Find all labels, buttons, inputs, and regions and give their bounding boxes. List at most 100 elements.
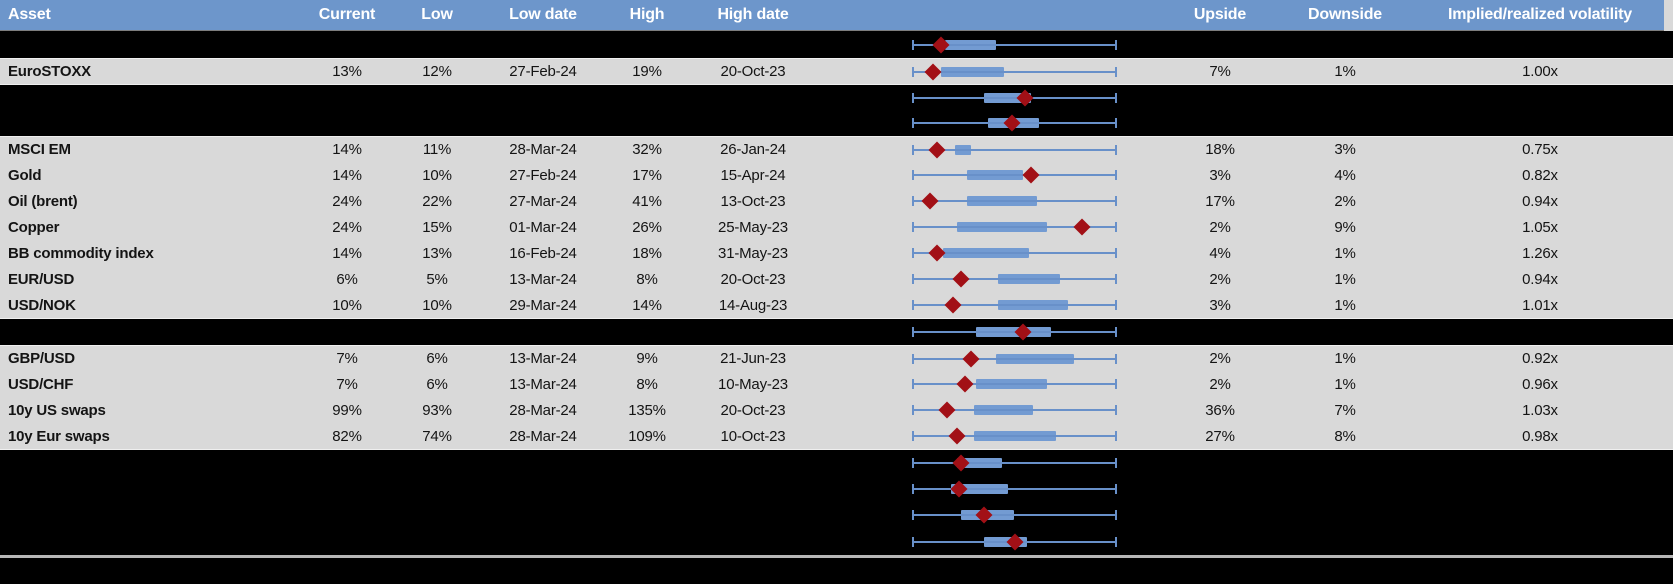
high-value: 18%: [632, 244, 662, 262]
low-value: 6%: [426, 350, 448, 367]
high-date-value: 10-May-23: [718, 375, 788, 393]
high-value: 17%: [632, 166, 662, 184]
whisker-cap-left: [912, 66, 914, 77]
low-date-value: 28-Mar-24: [509, 141, 577, 158]
current-value: 14%: [332, 166, 362, 184]
low-value: 11%: [422, 141, 452, 158]
table-row[interactable]: 10y US swaps 99% 93% 28-Mar-24 135% 20-Oct-23…: [0, 397, 1673, 423]
current-level-marker: [928, 141, 946, 158]
redacted-row[interactable]: [0, 528, 1673, 555]
range-boxplot: [912, 266, 1117, 292]
redacted-row[interactable]: [0, 476, 1673, 502]
asset-name: EUR/USD: [8, 270, 75, 288]
whisker-cap-right: [1115, 39, 1117, 50]
table-row[interactable]: GBP/USD 7% 6% 13-Mar-24 9% 21-Jun-23 2% 1% 0.92x: [0, 345, 1673, 371]
whisker-cap-left: [912, 118, 914, 128]
downside-value: 8%: [1334, 427, 1356, 445]
whisker-cap-right: [1115, 379, 1117, 389]
range-boxplot: [912, 423, 1117, 449]
range-boxplot: [912, 59, 1117, 84]
whisker-cap-right: [1115, 66, 1117, 77]
range-boxplot: [912, 476, 1117, 502]
whisker-cap-right: [1115, 484, 1117, 494]
implied-realized-value: 0.94x: [1522, 270, 1558, 288]
current-value: 14%: [332, 244, 362, 262]
high-date-value: 26-Jan-24: [720, 141, 786, 158]
column-header-downside: Downside: [1308, 6, 1382, 23]
implied-realized-value: 1.05x: [1522, 218, 1558, 236]
table-row[interactable]: EuroSTOXX 13% 12% 27-Feb-24 19% 20-Oct-23 7% 1%…: [0, 58, 1673, 84]
table-row[interactable]: BB commodity index 14% 13% 16-Feb-24 18% 31-M…: [0, 240, 1673, 266]
whisker-line: [912, 200, 1117, 202]
current-level-marker: [1073, 218, 1091, 236]
range-boxplot: [912, 397, 1117, 423]
current-value: 10%: [332, 296, 362, 314]
redacted-row[interactable]: [0, 449, 1673, 476]
range-boxplot: [912, 450, 1117, 476]
asset-name: Copper: [8, 218, 60, 236]
downside-value: 1%: [1334, 244, 1356, 262]
high-date-value: 20-Oct-23: [720, 401, 786, 419]
current-level-marker: [956, 375, 974, 393]
range-boxplot: [912, 528, 1117, 555]
redacted-row[interactable]: [0, 502, 1673, 528]
high-date-value: 15-Apr-24: [720, 166, 786, 184]
implied-realized-value: 1.26x: [1522, 244, 1558, 262]
table-row[interactable]: Oil (brent) 24% 22% 27-Mar-24 41% 13-Oct-23 17…: [0, 188, 1673, 214]
current-level-marker: [928, 244, 946, 262]
current-level-marker: [962, 350, 980, 367]
table-row[interactable]: USD/CHF 7% 6% 13-Mar-24 8% 10-May-23 2% 1% 0.96x: [0, 371, 1673, 397]
table-row[interactable]: MSCI EM 14% 11% 28-Mar-24 32% 26-Jan-24 18% 3% 0…: [0, 136, 1673, 162]
table-row[interactable]: 10y Eur swaps 82% 74% 28-Mar-24 109% 10-Oct-2…: [0, 423, 1673, 449]
high-date-value: 21-Jun-23: [720, 350, 786, 367]
downside-value: 1%: [1334, 270, 1356, 288]
table-row[interactable]: Gold 14% 10% 27-Feb-24 17% 15-Apr-24 3% 4% 0.82x: [0, 162, 1673, 188]
whisker-cap-right: [1115, 118, 1117, 128]
high-date-value: 20-Oct-23: [720, 63, 786, 80]
whisker-cap-left: [912, 353, 914, 364]
current-value: 6%: [336, 270, 358, 288]
implied-realized-value: 0.82x: [1522, 166, 1558, 184]
asset-name: Gold: [8, 166, 42, 184]
current-level-marker: [952, 270, 970, 288]
downside-value: 1%: [1334, 296, 1356, 314]
upside-value: 3%: [1209, 166, 1231, 184]
redacted-row[interactable]: [0, 84, 1673, 110]
redacted-row[interactable]: [0, 31, 1673, 58]
whisker-cap-right: [1115, 144, 1117, 155]
whisker-cap-right: [1115, 510, 1117, 520]
whisker-cap-left: [912, 144, 914, 155]
high-value: 109%: [628, 427, 666, 445]
low-date-value: 28-Mar-24: [509, 401, 577, 419]
asset-name: 10y Eur swaps: [8, 427, 110, 445]
downside-value: 3%: [1334, 141, 1356, 158]
downside-value: 4%: [1334, 166, 1356, 184]
current-level-marker: [932, 36, 950, 53]
range-boxplot: [912, 240, 1117, 266]
upside-value: 27%: [1205, 427, 1235, 445]
whisker-cap-right: [1115, 405, 1117, 415]
table-row[interactable]: USD/NOK 10% 10% 29-Mar-24 14% 14-Aug-23 3% 1% 1.…: [0, 292, 1673, 318]
current-value: 24%: [332, 218, 362, 236]
current-level-marker: [1006, 533, 1023, 550]
implied-realized-value: 1.03x: [1522, 401, 1558, 419]
whisker-line: [912, 148, 1117, 151]
whisker-line: [912, 488, 1117, 490]
upside-value: 2%: [1209, 270, 1231, 288]
high-value: 41%: [632, 192, 662, 210]
asset-name: EuroSTOXX: [8, 63, 91, 80]
redacted-row[interactable]: [0, 318, 1673, 345]
table-row[interactable]: Copper 24% 15% 01-Mar-24 26% 25-May-23 2% 9% 1.0…: [0, 214, 1673, 240]
high-date-value: 10-Oct-23: [720, 427, 786, 445]
asset-name: MSCI EM: [8, 141, 71, 158]
current-value: 14%: [332, 141, 362, 158]
current-level-marker: [948, 427, 966, 445]
table-row[interactable]: EUR/USD 6% 5% 13-Mar-24 8% 20-Oct-23 2% 1% 0.94x: [0, 266, 1673, 292]
header-right-gap: [1664, 0, 1673, 31]
high-value: 9%: [636, 350, 658, 367]
whisker-line: [912, 70, 1117, 73]
redacted-row[interactable]: [0, 110, 1673, 136]
column-header-low: Low: [421, 6, 453, 23]
whisker-cap-left: [912, 431, 914, 441]
range-boxplot: [912, 371, 1117, 397]
